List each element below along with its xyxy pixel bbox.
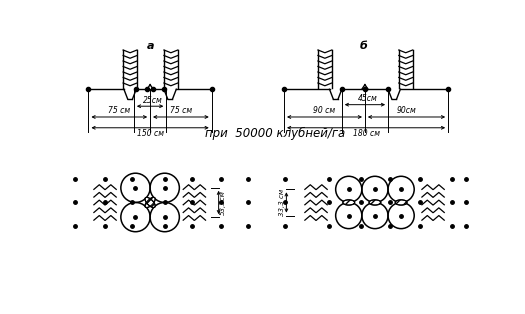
Ellipse shape <box>369 200 381 205</box>
Text: 75 см: 75 см <box>170 106 192 116</box>
Text: 33,3 см: 33,3 см <box>279 189 285 216</box>
Text: при  50000 клубней/га: при 50000 клубней/га <box>205 127 345 140</box>
Text: 180 см: 180 см <box>353 129 380 138</box>
Text: б: б <box>360 41 367 51</box>
Ellipse shape <box>395 200 407 205</box>
Text: 25см: 25см <box>143 96 163 105</box>
Text: а: а <box>146 41 154 51</box>
Text: 90см: 90см <box>396 106 416 116</box>
Text: 53,3см: 53,3см <box>220 190 226 215</box>
Text: 90 см: 90 см <box>313 106 335 116</box>
Ellipse shape <box>145 198 155 208</box>
Text: 150 см: 150 см <box>136 129 164 138</box>
Ellipse shape <box>145 198 155 208</box>
Text: 45см: 45см <box>358 94 378 103</box>
Ellipse shape <box>343 200 355 205</box>
Text: 75 см: 75 см <box>108 106 130 116</box>
